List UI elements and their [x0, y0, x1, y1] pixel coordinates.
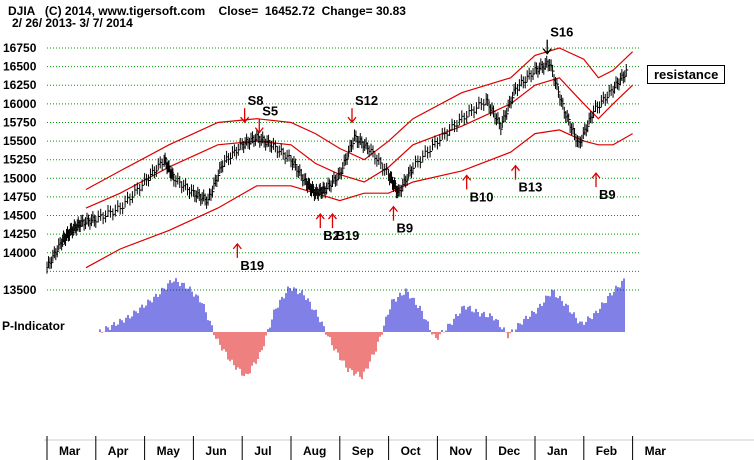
- y-tick-label: 16250: [3, 78, 37, 92]
- signal-label: B9: [396, 221, 413, 236]
- y-axis-labels: 13500 14000 14250 14500 14750 15000 15250 15500…: [3, 41, 37, 297]
- header-change: Change= 30.83: [321, 4, 406, 18]
- month-label: May: [157, 444, 181, 458]
- x-axis: Mar Apr May Jun Jul Aug Sep Oct Nov Dec Jan Feb Mar: [44, 436, 754, 460]
- header-copyright: (C) 2014, www.tigersoft.com: [44, 4, 206, 18]
- signal-label: S8: [248, 93, 264, 108]
- upper-band: [85, 47, 634, 191]
- month-label: Apr: [108, 444, 129, 458]
- month-label: Feb: [596, 444, 617, 458]
- p-indicator-series: [99, 278, 625, 380]
- month-label: Jun: [205, 444, 226, 458]
- signal-arrow-head: [240, 116, 250, 124]
- p-indicator-label: P-Indicator: [2, 319, 65, 333]
- signal-label: S12: [355, 93, 378, 108]
- signal-arrow-head: [388, 205, 398, 213]
- y-tick-label: 15250: [3, 153, 37, 167]
- signal-label: B2: [323, 228, 340, 243]
- y-tick-label: 15500: [3, 134, 37, 148]
- signal-arrow-head: [327, 213, 337, 220]
- signal-label: B10: [470, 189, 494, 204]
- header-date-range: 2/ 26/ 2013- 3/ 7/ 2014: [12, 16, 133, 30]
- signal-label: B9: [599, 187, 616, 202]
- grid-lines: [47, 47, 640, 291]
- signal-label: S5: [262, 104, 278, 119]
- month-label: Nov: [449, 444, 472, 458]
- signal-label: B13: [518, 180, 542, 195]
- header-line-1: DJIA (C) 2014, www.tigersoft.com Close= …: [8, 4, 406, 18]
- signal-arrow-head: [462, 174, 472, 181]
- signal-label: S16: [550, 25, 573, 40]
- signal-arrow-head: [510, 164, 520, 172]
- y-tick-label: 14000: [3, 246, 37, 260]
- month-label: Jul: [254, 444, 271, 458]
- header-symbol: DJIA: [8, 4, 35, 18]
- price-series: [46, 55, 629, 274]
- month-label: Sep: [352, 444, 374, 458]
- y-tick-label: 14750: [3, 190, 37, 204]
- signal-arrow-head: [591, 172, 601, 179]
- y-tick-label: 15750: [3, 115, 37, 129]
- signal-arrow-head: [315, 213, 325, 220]
- month-label: Aug: [303, 444, 326, 458]
- signal-arrow-head: [232, 242, 242, 250]
- signal-arrow-head: [254, 127, 264, 134]
- y-tick-label: 16000: [3, 97, 37, 111]
- y-tick-label: 14500: [3, 209, 37, 223]
- month-label: Mar: [59, 444, 81, 458]
- signal-arrow-head: [347, 116, 357, 124]
- middle-band: [85, 77, 634, 209]
- month-label: Oct: [401, 444, 421, 458]
- y-tick-label: 13500: [3, 283, 37, 297]
- y-tick-label: 16500: [3, 60, 37, 74]
- resistance-label-box: resistance: [647, 65, 726, 84]
- month-label: Jan: [547, 444, 568, 458]
- month-label: Dec: [498, 444, 520, 458]
- y-tick-label: 14250: [3, 227, 37, 241]
- lower-band: [85, 129, 633, 269]
- signal-arrow-head: [542, 48, 552, 55]
- y-tick-label: 15000: [3, 171, 37, 185]
- month-label: Mar: [645, 444, 667, 458]
- y-tick-label: 16750: [3, 41, 37, 55]
- signal-label: B19: [240, 258, 264, 273]
- signal-label: B19: [335, 228, 359, 243]
- header-close: Close= 16452.72: [218, 4, 315, 18]
